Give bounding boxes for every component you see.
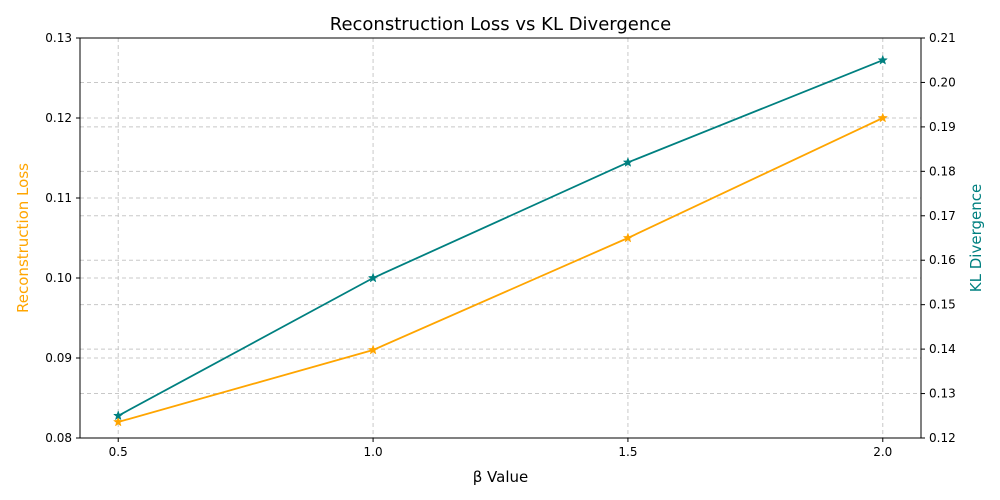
y-axis-right-title: KL Divergence [967, 184, 985, 292]
series-point-right [877, 54, 889, 65]
x-tick-label: 2.0 [873, 445, 892, 459]
series-point-right [112, 410, 124, 421]
x-axis-title: β Value [473, 468, 529, 486]
series-point-left [367, 344, 379, 355]
y-left-tick-label: 0.09 [45, 351, 72, 365]
grid-lines [80, 37, 921, 439]
y-axis-left-title: Reconstruction Loss [14, 163, 32, 313]
y-left-tick-label: 0.12 [45, 111, 72, 125]
x-tick-label: 0.5 [109, 445, 128, 459]
y-right-tick-label: 0.14 [929, 342, 956, 356]
x-tick-label: 1.5 [618, 445, 637, 459]
series-point-left [112, 416, 124, 427]
y-right-tick-label: 0.15 [929, 298, 956, 312]
chart-title: Reconstruction Loss vs KL Divergence [330, 14, 672, 35]
y-left-tick-label: 0.08 [45, 431, 72, 445]
y-left-tick-label: 0.11 [45, 191, 72, 205]
x-tick-label: 1.0 [364, 445, 383, 459]
y-right-tick-label: 0.13 [929, 387, 956, 401]
series-layer [112, 54, 889, 427]
y-right-tick-label: 0.19 [929, 120, 956, 134]
axis-layer: 0.5 1.0 1.5 2.0 0.08 0.09 0.10 0.11 0.12 0.13 0.12… [45, 31, 955, 459]
plot-frame [79, 37, 922, 439]
y-right-tick-label: 0.21 [929, 31, 956, 45]
y-right-tick-label: 0.18 [929, 164, 956, 178]
y-right-tick-label: 0.16 [929, 253, 956, 267]
series-point-left [622, 232, 634, 243]
y-left-tick-label: 0.13 [45, 31, 72, 45]
series-point-right [622, 156, 634, 167]
y-right-tick-label: 0.17 [929, 209, 956, 223]
series-point-left [877, 112, 889, 123]
series-line-right [117, 59, 884, 417]
series-point-right [367, 272, 379, 283]
y-left-tick-label: 0.10 [45, 271, 72, 285]
series-line-left [117, 117, 884, 423]
y-right-tick-label: 0.12 [929, 431, 956, 445]
y-right-tick-label: 0.20 [929, 75, 956, 89]
